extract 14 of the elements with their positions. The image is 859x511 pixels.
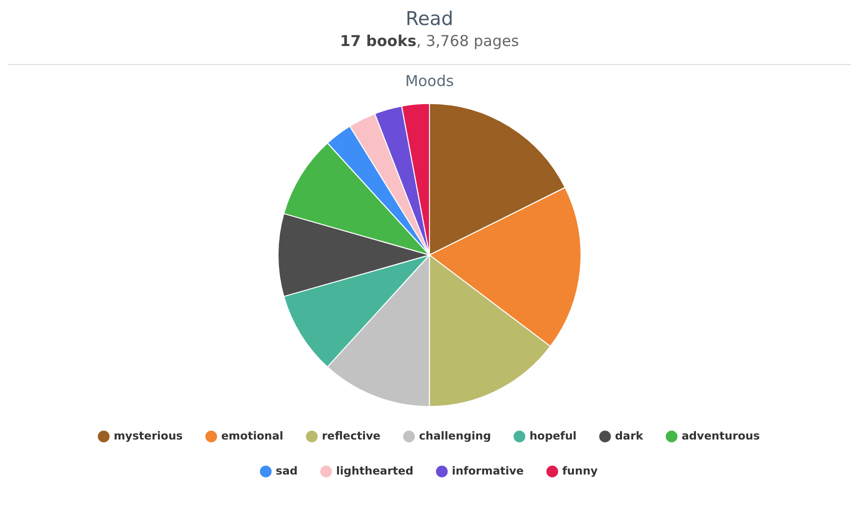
text: Moods [405,72,454,90]
legend-label: hopeful [529,429,577,442]
legend-label: mysterious [114,429,184,442]
legend-label: reflective [322,429,380,442]
legend-label: adventurous [682,429,760,442]
chart-subtitle: 17 books, 3,768 pages [339,32,520,50]
legend-label: challenging [418,429,491,442]
legend-label: funny [562,464,598,478]
legend-label: lighthearted [336,464,414,478]
legend-label: informative [452,464,524,478]
legend-label: sad [276,464,298,478]
chart-title: Read [404,8,454,30]
legend-label: dark [615,429,644,442]
legend-label: emotional [221,429,284,442]
